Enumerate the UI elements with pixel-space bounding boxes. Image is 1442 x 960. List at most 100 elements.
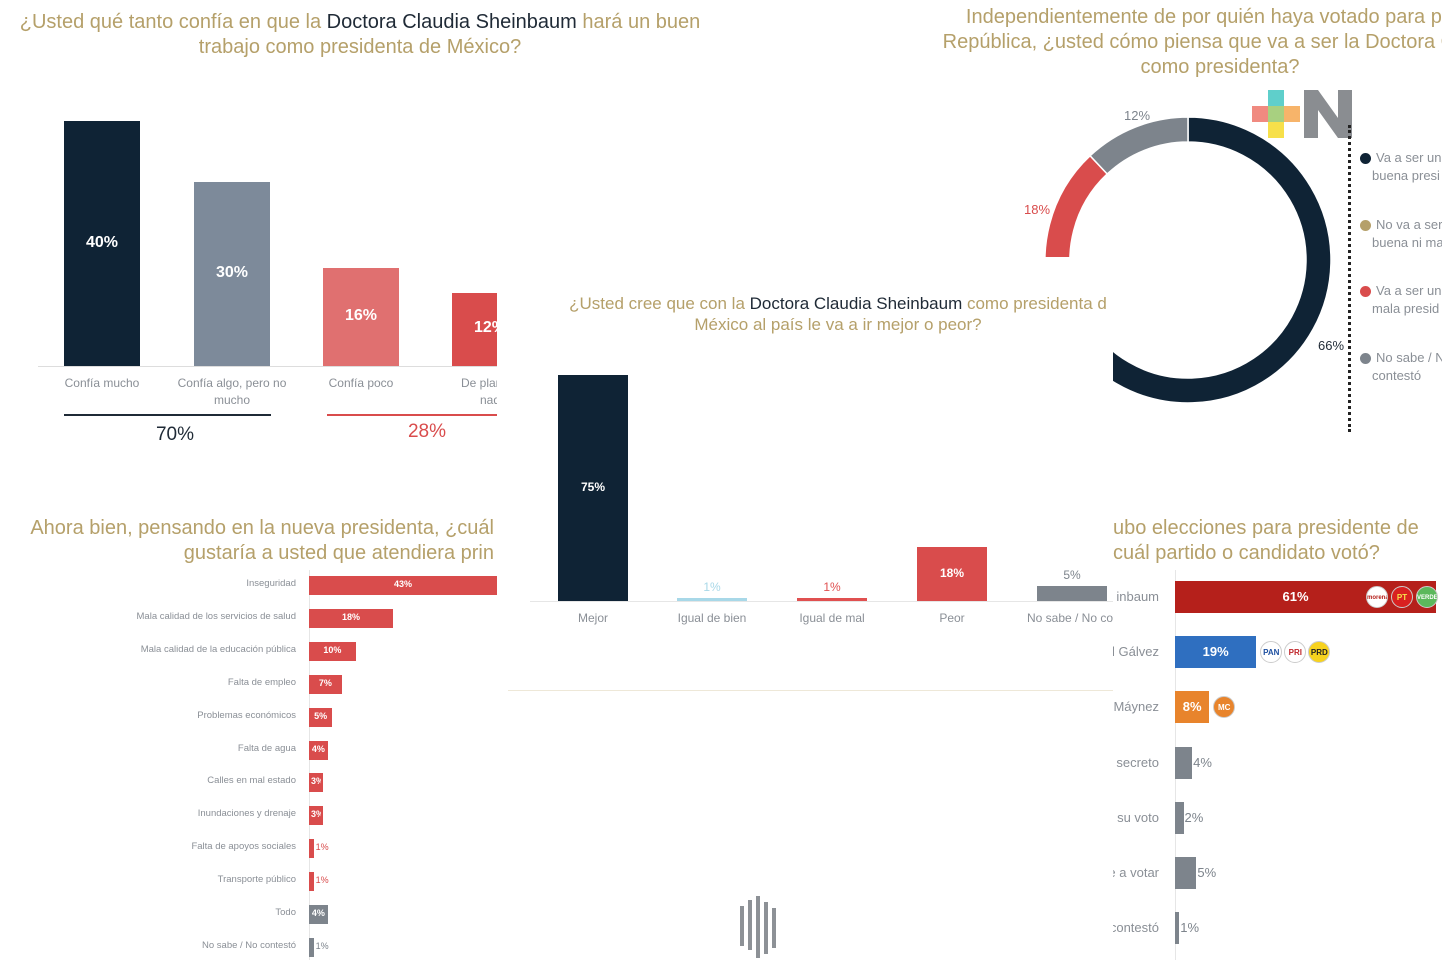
bar: [309, 641, 356, 661]
data-label: 1%: [315, 875, 329, 886]
category-label: Falta de agua: [237, 742, 296, 754]
bar: [309, 740, 328, 760]
outlook-panel: ¿Usted cree que con la Doctora Claudia S…: [508, 257, 1113, 691]
data-label: 43%: [393, 579, 412, 589]
category-label: De plano n: [460, 376, 497, 390]
group-total-trust: 70%: [155, 424, 195, 445]
bar: [917, 546, 987, 601]
party-logo-morena-icon: morena: [1366, 586, 1388, 608]
category-label: Jorge Álvarez Máynez: [1113, 699, 1159, 715]
data-label: 30%: [215, 264, 249, 282]
category-label: Calles en mal estado: [207, 775, 296, 787]
category-label: Problemas económicos: [197, 709, 296, 721]
category-label: Mala calidad de los servicios de salud: [136, 610, 296, 622]
axis: [309, 570, 310, 960]
trust-chart-panel: 40% Confía mucho 30% Confía algo, pero no mu…: [0, 0, 497, 460]
legend-label: mala presid: [1372, 301, 1440, 316]
group-line-distrust: [327, 414, 497, 416]
title-line: cuál partido o candidato votó?: [1113, 542, 1380, 564]
data-label: 2%: [1184, 809, 1204, 825]
legend-marker: [1360, 153, 1371, 164]
bar: [309, 872, 314, 892]
donut-title: Independientemente de por quién haya vot…: [870, 5, 1442, 80]
title-part: hará un buen: [576, 11, 701, 33]
bar: [1175, 636, 1257, 669]
data-label: 16%: [344, 307, 378, 324]
data-label: 1%: [703, 579, 721, 594]
slice-label: 18%: [1024, 202, 1050, 217]
data-label: 4%: [1193, 754, 1212, 770]
donut-slice: [1089, 116, 1189, 176]
priorities-panel: Ahora bien, pensando en la nueva preside…: [0, 500, 497, 960]
title-name: Doctora Claudia Sheinbaum: [326, 11, 577, 33]
title-name: Doctora Claudia Sheinbaum: [749, 294, 963, 313]
bar: [677, 597, 747, 601]
legend-label: No va a ser: [1376, 216, 1442, 232]
category-label: Falta de apoyos sociales: [191, 841, 296, 853]
outlook-title: ¿Usted cree que con la Doctora Claudia S…: [508, 293, 1113, 335]
bar: [1175, 912, 1180, 945]
bar: [64, 121, 140, 366]
bar: [797, 597, 867, 601]
bar: [323, 268, 399, 366]
bar: [309, 937, 314, 957]
bar: [1175, 746, 1193, 779]
category-label: inbaum: [1116, 589, 1159, 604]
legend-label: contestó: [1372, 367, 1422, 383]
bar: [309, 576, 497, 595]
bar: [452, 292, 497, 366]
category-label: Es secreto: [1113, 754, 1159, 770]
data-label: 75%: [580, 480, 606, 494]
group-line-trust: [64, 414, 271, 416]
category-label: Inundaciones y drenaje: [197, 808, 296, 820]
title-part: México al país le va a ir mejor o peor?: [694, 315, 982, 334]
data-label: 3%: [311, 776, 321, 787]
vote-title: ubo elecciones para presidente de cuál p…: [1113, 516, 1419, 566]
data-label: 7%: [318, 677, 332, 688]
data-label: 4%: [311, 743, 325, 754]
category-label: No sabe / No contestó: [202, 939, 296, 951]
party-logo-prd-icon: PRD: [1308, 641, 1331, 664]
data-label: 1%: [1180, 920, 1200, 936]
party-logo-verde-icon: VERDE: [1416, 586, 1438, 608]
baseline: [530, 601, 1113, 602]
category-label: Igual de mal: [799, 611, 865, 625]
category-label: No sabe / No contestó: [1113, 920, 1159, 936]
bar: [309, 707, 333, 727]
data-label: 40%: [85, 233, 119, 251]
category-label: Falta de empleo: [227, 676, 296, 688]
bar: [1175, 857, 1197, 889]
priorities-title: Ahora bien, pensando en la nueva preside…: [0, 516, 497, 566]
data-label: 10%: [323, 644, 342, 655]
bar: [1175, 691, 1210, 724]
title-line: como presidenta?: [1140, 56, 1300, 78]
category-label: Confía mucho: [64, 376, 140, 390]
data-label: 5%: [1063, 567, 1081, 582]
bar: [1037, 585, 1107, 601]
party-logo-mc-icon: MC: [1213, 696, 1236, 719]
trust-chart-title: ¿Usted qué tanto confía en que la Doctor…: [0, 10, 720, 60]
vote-panel: ubo elecciones para presidente de cuál p…: [1113, 510, 1442, 960]
title-part: como presidenta d: [962, 294, 1107, 313]
title-part: ¿Usted cree que con la: [569, 294, 750, 313]
legend-marker: [1360, 219, 1371, 231]
category-label: Peor: [939, 611, 965, 625]
legend-label: buena ni ma: [1372, 234, 1442, 250]
legend-divider: [1348, 125, 1351, 432]
baseline: [38, 366, 497, 367]
category-label: No sabe / No cor: [1026, 611, 1113, 625]
party-logo-pan-icon: PAN: [1260, 641, 1283, 664]
title-line: República, ¿usted cómo piensa que va a s…: [942, 31, 1442, 53]
slice-label: 12%: [1124, 108, 1150, 123]
bar: [309, 773, 323, 793]
bar: [309, 806, 323, 826]
bar: [558, 375, 628, 601]
legend-label: No sabe / N: [1376, 349, 1442, 365]
category-label: Anuló su voto: [1113, 809, 1159, 825]
data-label: 12%: [473, 319, 497, 337]
group-total-distrust: 28%: [407, 421, 447, 442]
category-label: nad: [479, 393, 497, 407]
bar: [194, 182, 270, 366]
title-line: gustaría a usted que atendiera prin: [183, 542, 494, 564]
slice-label: 66%: [1318, 338, 1344, 353]
